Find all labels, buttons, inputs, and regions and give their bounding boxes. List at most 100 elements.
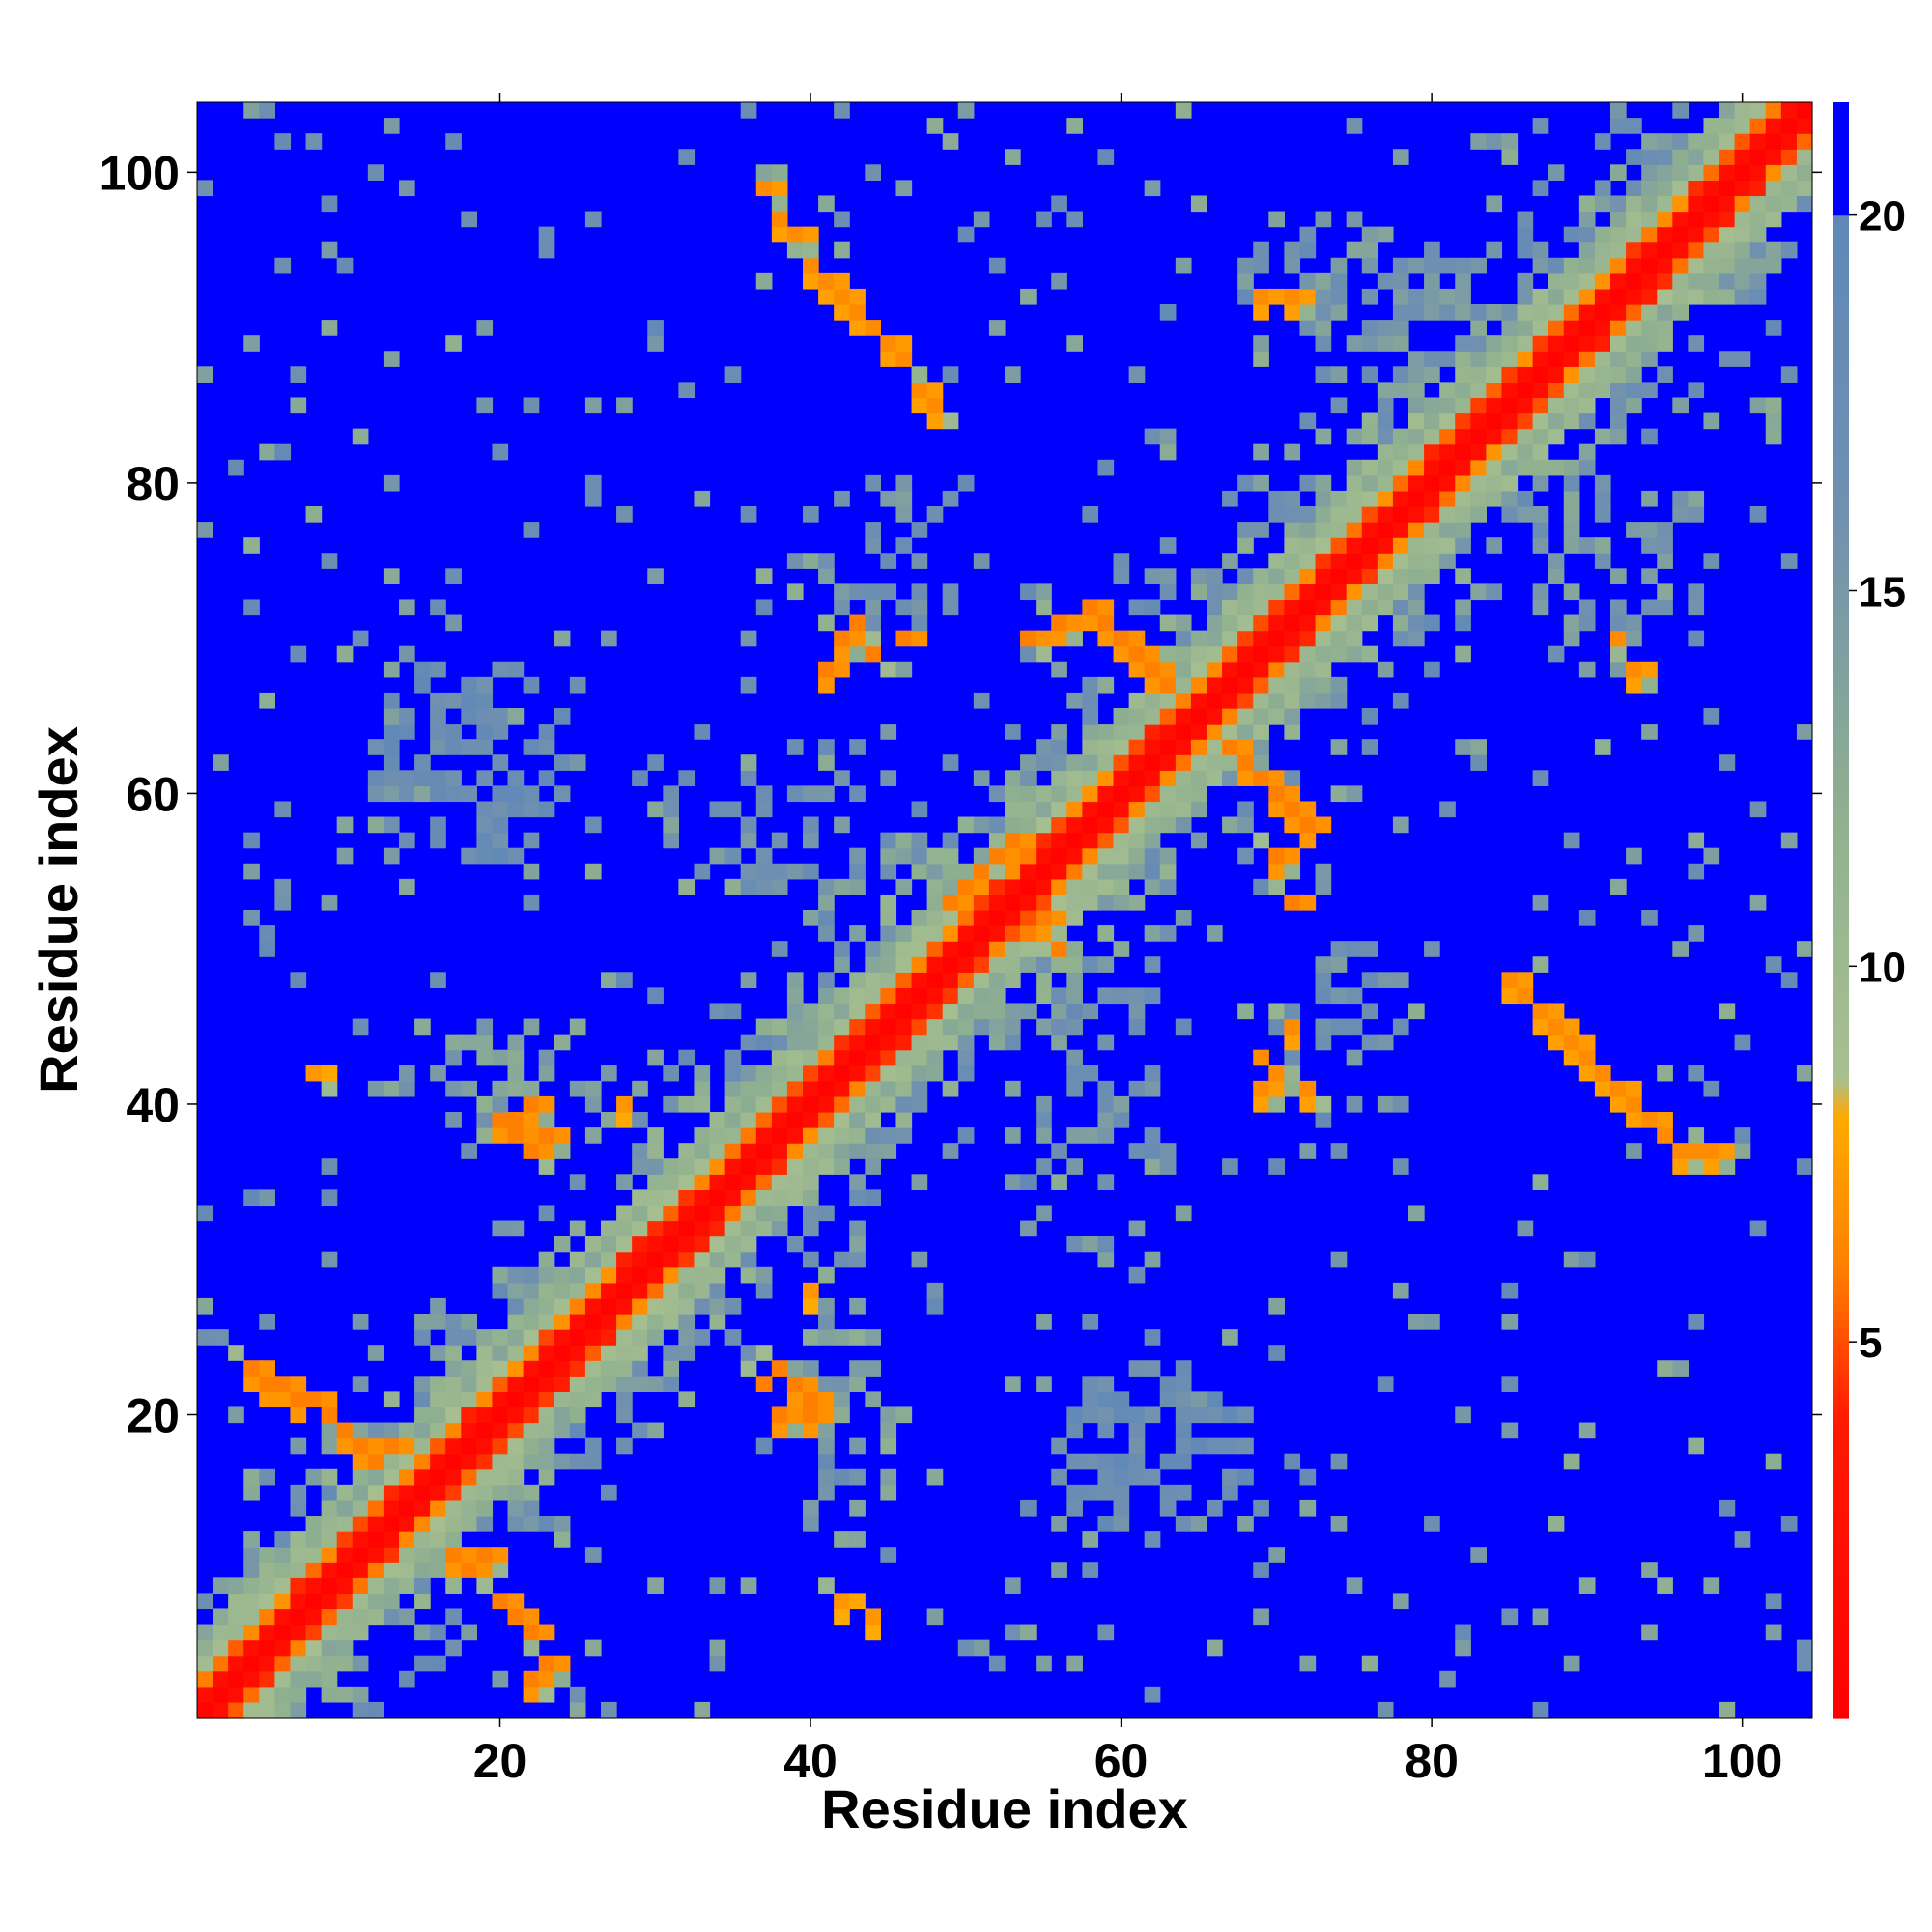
heatmap-cell [414, 1499, 431, 1517]
heatmap-cell [1159, 925, 1177, 942]
heatmap-cell [1734, 1034, 1751, 1051]
colorbar-segment [1833, 1026, 1849, 1035]
heatmap-cell [740, 1158, 757, 1175]
heatmap-cell [1734, 242, 1751, 259]
heatmap-cell [1175, 708, 1192, 724]
heatmap-cell [1190, 801, 1208, 818]
heatmap-cell [430, 1453, 446, 1470]
heatmap-cell [1299, 614, 1317, 632]
heatmap-cell [1097, 925, 1115, 942]
heatmap-cell [1408, 257, 1425, 274]
heatmap-cell [1626, 118, 1642, 134]
heatmap-cell [1051, 910, 1067, 926]
heatmap-cell [476, 1095, 494, 1113]
heatmap-cell [1299, 1143, 1317, 1159]
heatmap-cell [1082, 894, 1099, 911]
heatmap-cell [740, 1251, 757, 1268]
x-tick-label: 80 [1405, 1734, 1459, 1788]
heatmap-cell [305, 1547, 323, 1563]
heatmap-cell [1175, 1516, 1192, 1532]
heatmap-cell [1299, 288, 1317, 305]
heatmap-cell [926, 1282, 944, 1299]
heatmap-cell [1563, 474, 1580, 492]
heatmap-cell [1657, 211, 1673, 228]
heatmap-cell [834, 288, 850, 305]
heatmap-cell [243, 1562, 260, 1578]
heatmap-cell [383, 1437, 400, 1455]
heatmap-cell [1796, 1639, 1813, 1657]
heatmap-cell [1253, 832, 1269, 849]
heatmap-cell [243, 1376, 260, 1392]
heatmap-cell [632, 1329, 648, 1346]
heatmap-cell [834, 1608, 850, 1626]
colorbar-segment [1833, 282, 1849, 292]
heatmap-cell [740, 878, 757, 895]
heatmap-cell [321, 1158, 338, 1175]
heatmap-cell [1207, 739, 1223, 755]
colorbar-segment [1833, 928, 1849, 937]
heatmap-cell [399, 1562, 415, 1578]
heatmap-cell [274, 878, 292, 895]
heatmap-cell [1082, 708, 1099, 724]
heatmap-cell [1361, 599, 1378, 616]
heatmap-cell [197, 1655, 213, 1672]
colorbar-segment [1833, 1213, 1849, 1223]
heatmap-cell [1734, 1143, 1751, 1159]
heatmap-cell [1424, 474, 1440, 492]
heatmap-cell [1144, 785, 1161, 803]
heatmap-cell [1159, 661, 1177, 678]
heatmap-cell [1657, 257, 1673, 274]
heatmap-cell [554, 1670, 571, 1688]
heatmap-cell [1253, 661, 1269, 678]
heatmap-cell [492, 1127, 509, 1144]
heatmap-cell [1222, 676, 1238, 694]
heatmap-cell [678, 1314, 696, 1330]
heatmap-cell [305, 1562, 323, 1578]
heatmap-cell [243, 1468, 260, 1486]
heatmap-cell [1626, 366, 1642, 383]
heatmap-cell [632, 1314, 648, 1330]
heatmap-cell [274, 1624, 292, 1641]
heatmap-cell [647, 1220, 664, 1237]
heatmap-cell [1719, 1143, 1736, 1159]
heatmap-cell [786, 1360, 804, 1377]
heatmap-cell [243, 1360, 260, 1377]
heatmap-cell [1299, 272, 1317, 290]
heatmap-cell [507, 1112, 525, 1128]
heatmap-cell [1190, 739, 1208, 755]
heatmap-cell [1470, 382, 1487, 399]
heatmap-cell [1657, 133, 1673, 150]
heatmap-cell [1501, 506, 1519, 523]
heatmap-cell [1578, 1034, 1596, 1051]
heatmap-cell [1703, 288, 1720, 305]
heatmap-cell [803, 1174, 819, 1190]
heatmap-cell [1424, 522, 1440, 538]
heatmap-cell [678, 770, 696, 786]
heatmap-cell [1501, 382, 1519, 399]
heatmap-cell [492, 754, 509, 771]
heatmap-cell [834, 211, 850, 228]
heatmap-cell [786, 242, 804, 259]
heatmap-cell [1455, 1639, 1471, 1657]
heatmap-cell [507, 1376, 525, 1392]
heatmap-cell [274, 257, 292, 274]
heatmap-cell [663, 1297, 679, 1315]
heatmap-cell [957, 1049, 975, 1066]
heatmap-cell [1330, 739, 1348, 755]
heatmap-cell [507, 1266, 525, 1284]
heatmap-cell [1175, 1453, 1192, 1470]
heatmap-cell [1734, 1531, 1751, 1548]
heatmap-cell [678, 1095, 696, 1113]
heatmap-cell [1020, 630, 1037, 647]
heatmap-cell [1159, 785, 1177, 803]
heatmap-cell [1688, 630, 1705, 647]
heatmap-cell [647, 1282, 664, 1299]
heatmap-cell [1703, 847, 1720, 865]
heatmap-cell [305, 1531, 323, 1548]
heatmap-cell [973, 553, 990, 569]
heatmap-cell [1610, 645, 1627, 663]
heatmap-cell [1144, 1127, 1161, 1144]
heatmap-cell [1159, 739, 1177, 755]
heatmap-cell [538, 770, 555, 786]
heatmap-cell [1284, 630, 1301, 647]
